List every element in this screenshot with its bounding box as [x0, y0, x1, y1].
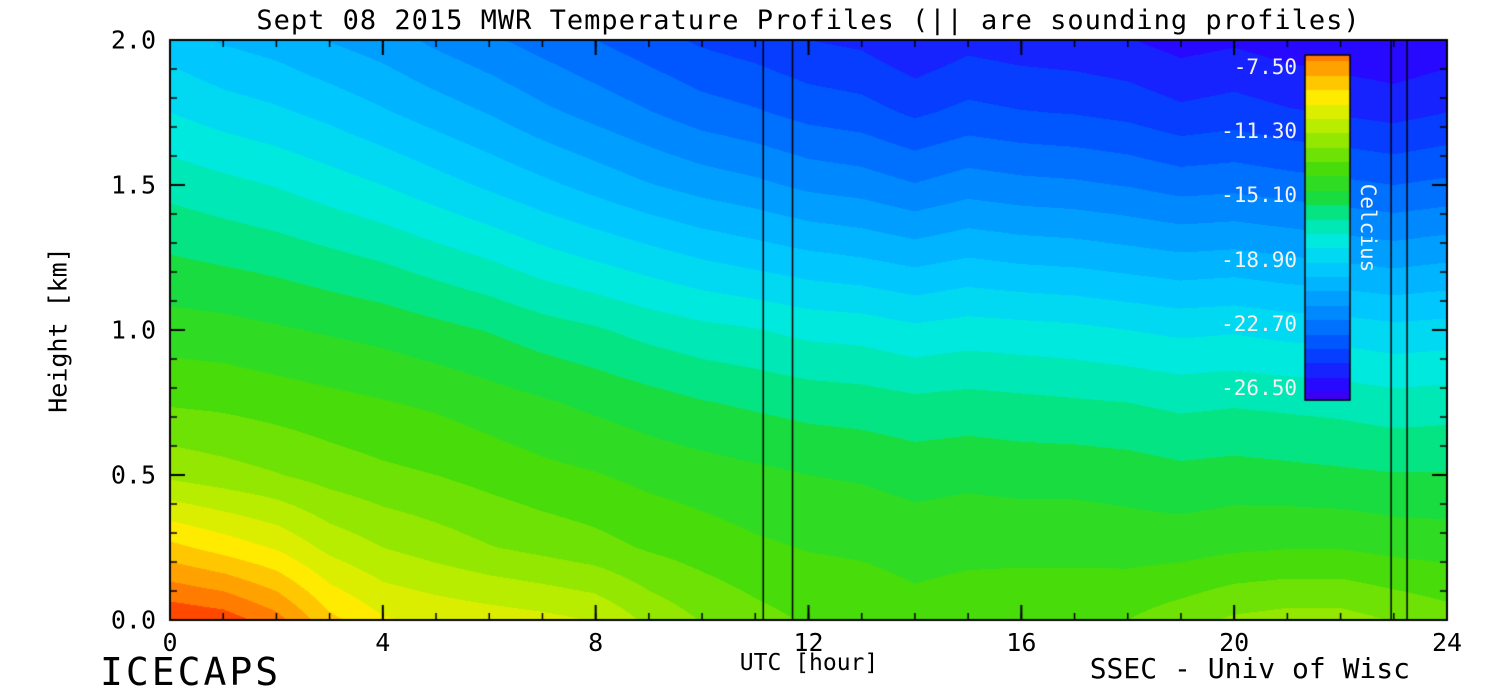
x-tick-label: 12 [793, 628, 824, 657]
colorbar-tick-label: -22.70 [1221, 311, 1297, 336]
chart-title: Sept 08 2015 MWR Temperature Profiles (|… [256, 5, 1361, 36]
colorbar-tick-label: -18.90 [1221, 247, 1297, 272]
y-tick-label: 2.0 [110, 25, 156, 55]
y-tick-label: 1.5 [110, 170, 156, 200]
y-tick-label: 0.5 [110, 460, 156, 490]
colorbar-tick-label: -11.30 [1221, 119, 1297, 144]
x-tick-label: 24 [1431, 628, 1463, 657]
colorbar-tick-label: -26.50 [1221, 376, 1297, 401]
x-tick-label: 0 [162, 628, 178, 657]
x-tick-label: 4 [375, 628, 391, 657]
colorbar-tick-label: -15.10 [1221, 183, 1297, 208]
footer-icecaps: ICECAPS [100, 650, 282, 694]
colorbar-tick-label: -7.50 [1233, 54, 1297, 79]
y-tick-label: 0.0 [110, 605, 156, 635]
y-tick-label: 1.0 [110, 315, 156, 345]
footer-credit: SSEC - Univ of Wisc [1089, 652, 1410, 685]
x-tick-label: 20 [1219, 628, 1250, 657]
x-tick-label: 16 [1006, 628, 1037, 657]
colorbar-label: Celcius [1356, 183, 1380, 273]
x-axis-label: UTC [hour] [739, 650, 879, 676]
x-tick-label: 8 [588, 628, 604, 657]
